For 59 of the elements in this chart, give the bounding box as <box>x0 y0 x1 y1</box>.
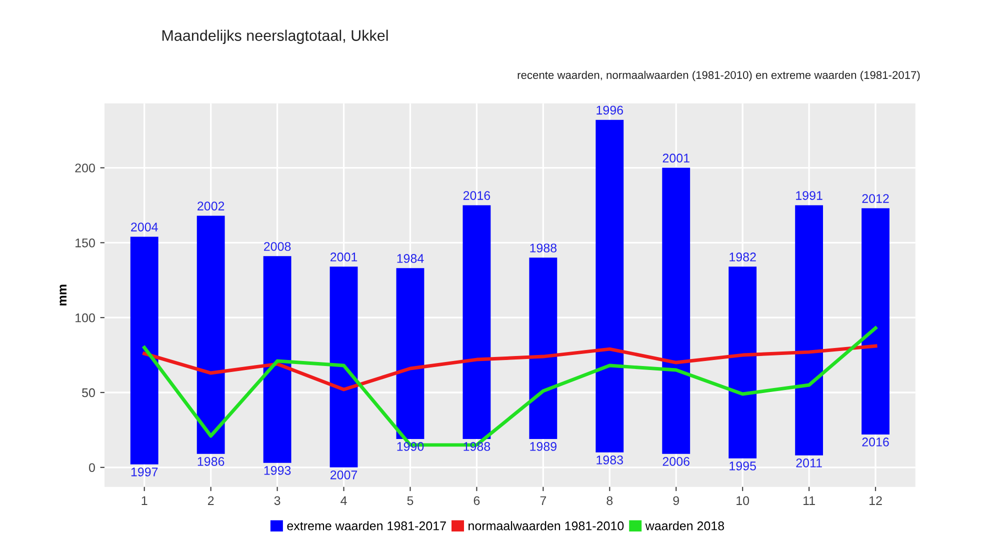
annotation: 2007 <box>330 470 358 480</box>
annotation: 1983 <box>596 456 623 464</box>
annotation: 2016 <box>862 438 889 446</box>
annotation: 2016 <box>463 191 490 200</box>
x-tick-label: 8 <box>606 496 613 506</box>
annotation: 1990 <box>397 442 424 451</box>
bar <box>330 266 358 468</box>
y-tick-label: 0 <box>88 463 95 472</box>
annotation: 1991 <box>796 191 822 200</box>
x-tick-label: 12 <box>870 496 882 505</box>
annotation: 1997 <box>131 468 158 476</box>
x-tick-label: 4 <box>340 496 347 505</box>
bar <box>529 258 558 439</box>
annotation: 2004 <box>131 222 158 232</box>
annotation: 1989 <box>530 442 556 451</box>
bar <box>396 268 424 439</box>
bar <box>728 266 757 458</box>
annotation: 2001 <box>662 154 690 163</box>
annotation: 2006 <box>662 457 690 466</box>
annotation: 1993 <box>264 466 291 475</box>
x-tick-label: 2 <box>208 496 214 505</box>
bar <box>130 236 158 464</box>
y-tick-label: 100 <box>76 313 95 322</box>
bar <box>795 205 824 456</box>
annotation: 2008 <box>264 242 291 251</box>
bar <box>196 216 225 454</box>
line-series <box>142 344 878 392</box>
annotation: 1988 <box>530 244 557 252</box>
bar <box>862 208 890 434</box>
y-axis-title: mm <box>60 284 66 306</box>
bar <box>662 168 690 454</box>
legend-label: extreme waarden 1981-2017 <box>287 521 446 530</box>
annotation: 2002 <box>198 202 224 210</box>
annotation: 1996 <box>596 106 623 115</box>
x-tick-label: 11 <box>804 496 815 505</box>
annotation: 1995 <box>730 462 756 470</box>
annotation: 2001 <box>330 252 358 262</box>
x-tick-label: 3 <box>274 496 280 506</box>
legend-label: waarden 2018 <box>645 521 724 530</box>
x-tick-label: 6 <box>474 496 480 506</box>
annotation: 2012 <box>862 194 889 203</box>
legend-label: normaalwaarden 1981-2010 <box>468 521 624 530</box>
x-tick-label: 9 <box>673 496 679 506</box>
annotation: 1982 <box>730 252 756 262</box>
annotation: 1984 <box>397 254 424 263</box>
y-tick-label: 150 <box>76 238 95 248</box>
bar <box>263 256 292 463</box>
chart-subtitle: recente waarden, normaalwaarden (1981-2010) en extreme waarden (1981-2017) <box>518 70 920 82</box>
bar <box>596 120 624 452</box>
chart-title: Maandelijks neerslagtotaal, Ukkel <box>162 30 388 44</box>
y-tick-label: 200 <box>75 164 95 172</box>
x-tick-label: 5 <box>407 496 414 506</box>
annotation: 1986 <box>198 457 224 466</box>
x-tick-label: 10 <box>736 496 750 506</box>
bar <box>462 205 491 439</box>
x-tick-label: 1 <box>142 496 148 505</box>
y-tick-label: 50 <box>82 388 95 398</box>
x-tick-label: 7 <box>540 496 546 505</box>
annotation: 2011 <box>796 458 822 468</box>
